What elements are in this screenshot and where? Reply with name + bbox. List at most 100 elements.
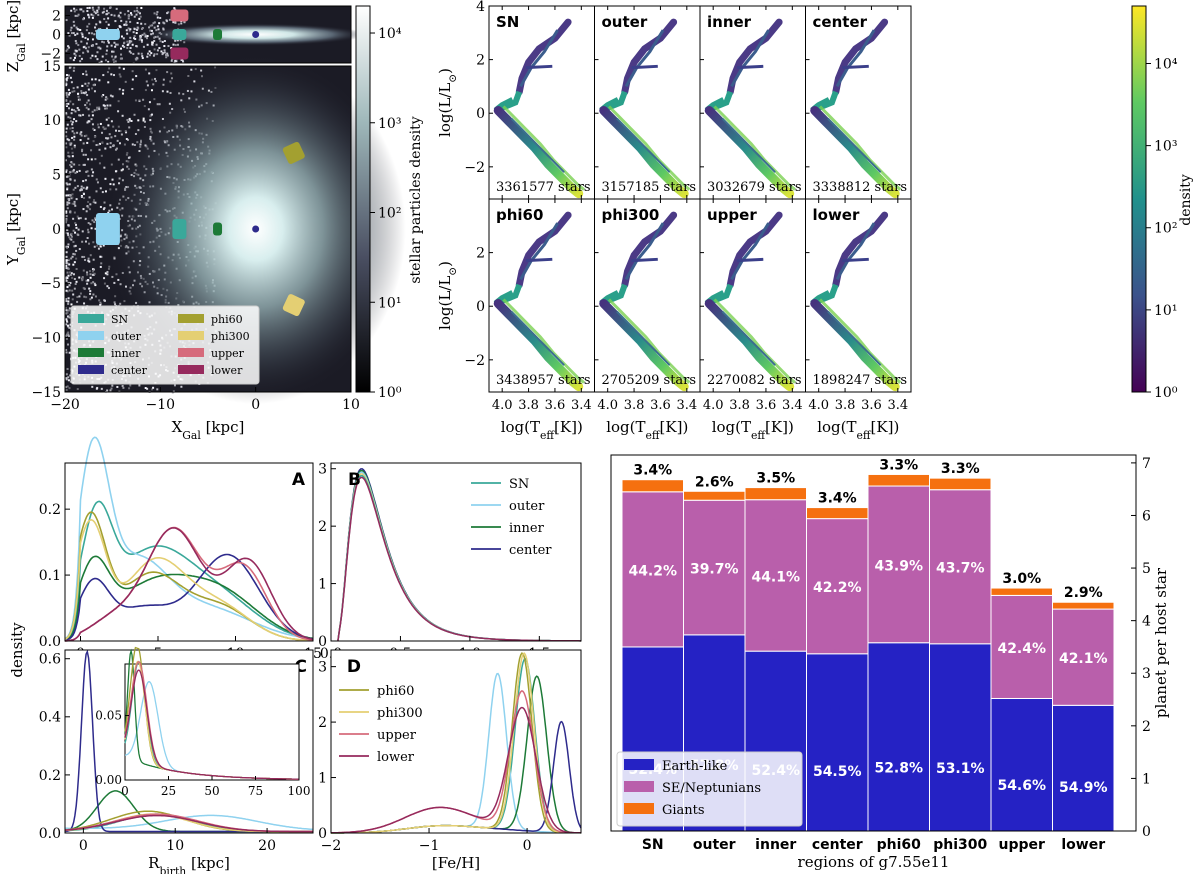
face-on-pixel — [87, 108, 90, 111]
edge-on-pixel — [90, 13, 93, 16]
face-on-pixel — [91, 273, 94, 276]
edge-on-pixel — [123, 23, 126, 26]
edge-on-pixel — [144, 23, 147, 26]
face-on-pixel — [67, 300, 70, 303]
face-on-pixel — [118, 142, 121, 145]
edge-on-pixel — [96, 9, 99, 12]
face-on-pixel — [68, 194, 71, 197]
edge-on-pixel — [128, 50, 131, 53]
face-on-pixel — [77, 95, 80, 98]
kde-density-ylabel: density — [8, 622, 26, 678]
face-on-pixel — [67, 335, 70, 338]
face-on-pixel — [86, 273, 89, 276]
face-on-pixel — [118, 66, 121, 69]
hr-giant-branch-inner — [835, 222, 876, 281]
face-on-pixel — [152, 83, 155, 86]
face-on-pixel — [98, 162, 101, 165]
edge-on-pixel — [162, 52, 165, 55]
hr-panel-title-outer: outer — [602, 13, 648, 31]
edge-on-pixel — [133, 15, 136, 18]
galaxy-legend-swatch-upper — [178, 348, 204, 357]
galaxy-colorbar-ticklabel-2: 10² — [378, 206, 401, 222]
face-on-pixel — [71, 289, 74, 292]
edge-on-pixel — [70, 26, 73, 29]
face-on-pixel — [67, 325, 70, 328]
edge-on-pixel — [162, 27, 165, 30]
face-on-pixel — [79, 114, 82, 117]
hr-main-sequence — [493, 299, 584, 392]
face-on-pixel — [80, 134, 83, 137]
bars-frame — [610, 454, 1137, 832]
face-on-pixel — [85, 296, 88, 299]
face-on-pixel — [104, 98, 107, 101]
edge-on-pixel — [129, 51, 132, 54]
edge-on-pixel — [116, 43, 119, 46]
edge-on-pixel — [69, 57, 72, 60]
edge-on-pixel — [114, 20, 117, 23]
face-on-pixel — [80, 185, 83, 188]
bar-Giants-lower — [1052, 601, 1115, 610]
edge-on-pixel — [97, 46, 100, 49]
face-on-yticklabel-4: −5 — [40, 276, 61, 292]
bar-label-Giants-phi300: 3.3% — [941, 461, 980, 477]
bar-label-Earth-like-phi60: 52.8% — [874, 761, 923, 777]
kde-feh-xticklabel-0: −2 — [321, 838, 342, 854]
edge-on-ylabel: ZGal [kpc] — [4, 0, 28, 72]
edge-on-pixel — [74, 54, 77, 57]
face-on-pixel — [67, 154, 70, 157]
hr-panel-SN: SN 3361577 stars 4 2 0 −2 log(L/L⊙) — [436, 0, 595, 200]
face-on-pixel — [71, 90, 74, 93]
edge-on-pixel — [81, 35, 84, 38]
edge-on-pixel — [109, 6, 112, 9]
face-on-pixel — [107, 81, 110, 84]
face-on-pixel — [154, 77, 157, 80]
face-on-pixel — [106, 104, 109, 107]
edge-on-pixel — [128, 40, 131, 43]
face-on-pixel — [67, 343, 70, 346]
face-on-pixel — [68, 316, 71, 319]
hr-panel-title-phi300: phi300 — [602, 206, 660, 224]
edge-on-pixel — [72, 20, 75, 23]
face-on-pixel — [109, 183, 112, 186]
edge-on-pixel — [75, 49, 78, 52]
bar-label-SE/Neptunians-inner: 44.1% — [751, 569, 800, 585]
face-on-pixel — [99, 265, 102, 268]
kde-mass-legend-label-inner: inner — [509, 521, 545, 536]
face-on-pixel — [88, 208, 91, 211]
hr-main-sequence — [810, 299, 900, 392]
face-on-pixel — [87, 222, 90, 225]
galaxy-legend-label-SN: SN — [111, 313, 129, 326]
galaxy-legend-swatch-lower — [178, 365, 204, 374]
edge-on-pixel — [148, 54, 151, 57]
face-on-pixel — [71, 127, 74, 130]
face-on-pixel — [173, 384, 176, 387]
bar-label-SE/Neptunians-phi300: 43.7% — [936, 561, 985, 577]
edge-on-pixel — [91, 38, 94, 41]
bars-yticklabel-0: 0 — [1142, 824, 1151, 840]
face-on-pixel — [106, 97, 109, 100]
face-on-pixel — [91, 270, 94, 273]
edge-on-pixel — [79, 28, 82, 31]
face-on-pixel — [74, 171, 77, 174]
face-on-pixel — [67, 74, 70, 77]
face-on-pixel — [65, 78, 68, 81]
face-on-pixel — [84, 240, 87, 243]
face-on-pixel — [83, 92, 86, 95]
edge-on-pixel — [163, 39, 166, 42]
edge-on-pixel — [79, 60, 82, 63]
face-on-pixel — [65, 337, 68, 340]
face-on-pixel — [66, 262, 69, 265]
bars-legend-swatch-Earth-like — [624, 759, 654, 770]
edge-on-pixel — [122, 42, 125, 45]
bar-Earth-like-phi60 — [867, 642, 930, 832]
hr-giant-branch-inner — [624, 29, 665, 88]
edge-on-pixel — [140, 22, 143, 25]
face-on-pixel — [70, 272, 73, 275]
edge-on-pixel — [155, 13, 158, 16]
face-on-pixel — [66, 123, 69, 126]
face-on-pixel — [84, 153, 87, 156]
face-on-pixel — [96, 244, 99, 247]
bar-label-Giants-outer: 2.6% — [695, 474, 734, 490]
hr-binary-sequence — [827, 117, 882, 173]
face-on-pixel — [65, 277, 68, 280]
